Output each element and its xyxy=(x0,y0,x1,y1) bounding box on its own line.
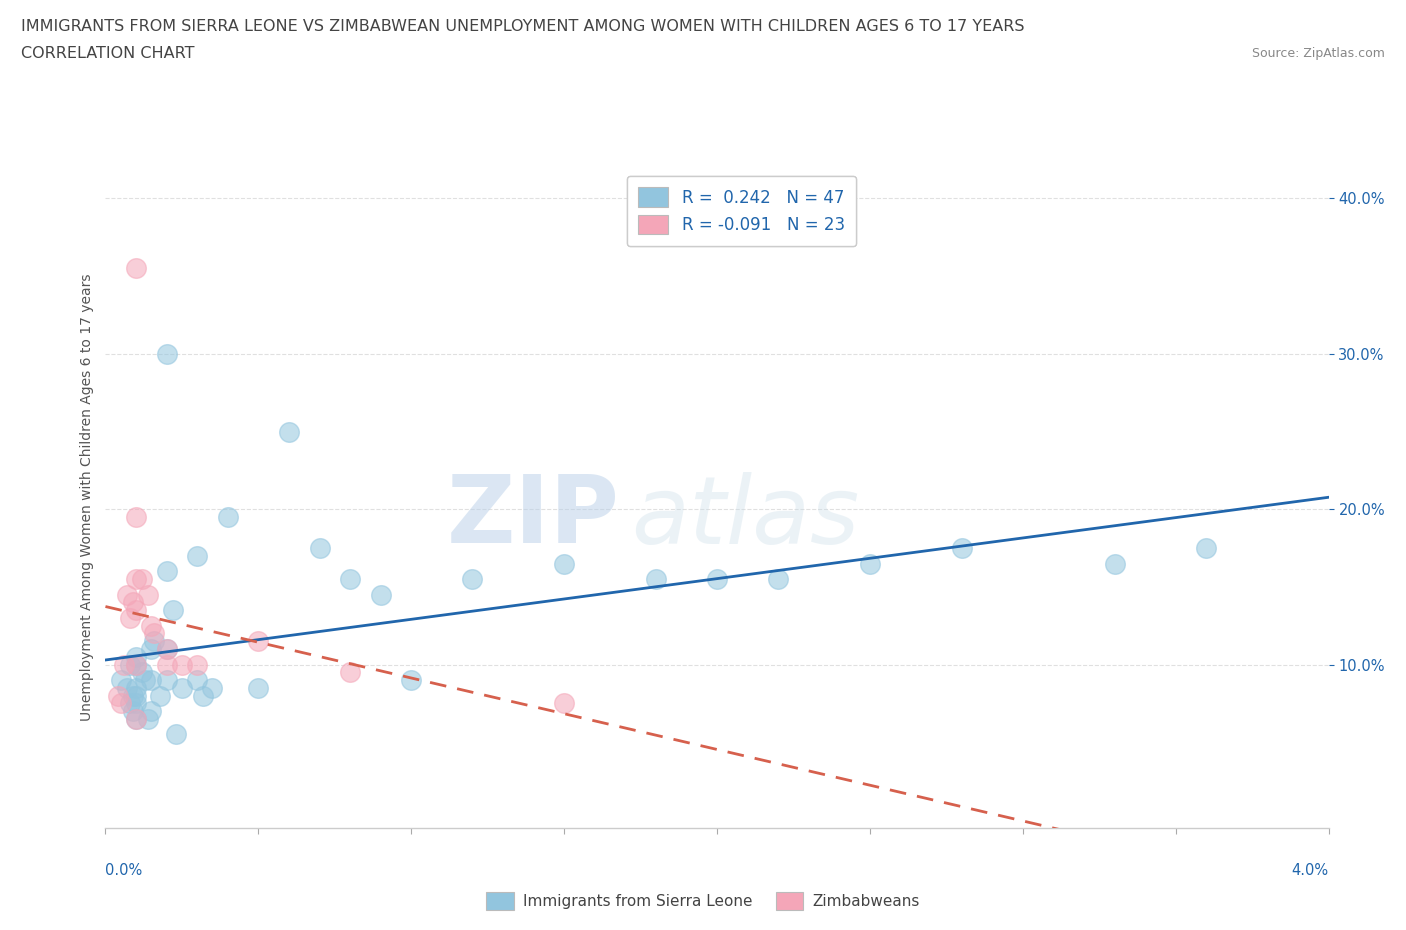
Point xyxy=(118,658,141,672)
Point xyxy=(118,610,141,625)
Point xyxy=(308,540,330,555)
Point xyxy=(125,572,148,587)
Point xyxy=(186,549,208,564)
Point xyxy=(136,711,159,726)
Point xyxy=(217,510,239,525)
Point xyxy=(155,642,177,657)
Point xyxy=(125,681,148,696)
Point xyxy=(370,587,392,602)
Point xyxy=(1195,540,1218,555)
Point xyxy=(143,634,166,649)
Point xyxy=(141,704,163,719)
Point xyxy=(155,672,177,687)
Text: Source: ZipAtlas.com: Source: ZipAtlas.com xyxy=(1251,46,1385,60)
Point xyxy=(155,642,177,657)
Point xyxy=(247,681,270,696)
Point xyxy=(1104,556,1126,571)
Text: IMMIGRANTS FROM SIERRA LEONE VS ZIMBABWEAN UNEMPLOYMENT AMONG WOMEN WITH CHILDRE: IMMIGRANTS FROM SIERRA LEONE VS ZIMBABWE… xyxy=(21,19,1025,33)
Point xyxy=(125,658,148,672)
Point xyxy=(186,658,208,672)
Point xyxy=(278,424,301,439)
Point xyxy=(162,603,184,618)
Point xyxy=(170,658,193,672)
Point xyxy=(110,696,132,711)
Point xyxy=(141,618,163,633)
Point xyxy=(644,572,666,587)
Point xyxy=(131,665,153,680)
Point xyxy=(115,587,138,602)
Y-axis label: Unemployment Among Women with Children Ages 6 to 17 years: Unemployment Among Women with Children A… xyxy=(80,273,94,722)
Point xyxy=(399,672,422,687)
Point xyxy=(125,261,148,276)
Point xyxy=(107,688,129,703)
Point xyxy=(859,556,882,571)
Point xyxy=(339,572,361,587)
Point xyxy=(118,696,141,711)
Text: 0.0%: 0.0% xyxy=(105,863,142,878)
Point xyxy=(115,681,138,696)
Legend: R =  0.242   N = 47, R = -0.091   N = 23: R = 0.242 N = 47, R = -0.091 N = 23 xyxy=(627,176,856,246)
Text: atlas: atlas xyxy=(631,472,859,563)
Point xyxy=(125,510,148,525)
Point xyxy=(136,587,159,602)
Point xyxy=(186,672,208,687)
Point xyxy=(143,626,166,641)
Point xyxy=(141,672,163,687)
Point xyxy=(201,681,224,696)
Text: 4.0%: 4.0% xyxy=(1292,863,1329,878)
Point xyxy=(141,642,163,657)
Point xyxy=(339,665,361,680)
Point xyxy=(125,711,148,726)
Point xyxy=(553,696,575,711)
Legend: Immigrants from Sierra Leone, Zimbabweans: Immigrants from Sierra Leone, Zimbabwean… xyxy=(479,884,927,918)
Point xyxy=(768,572,790,587)
Point xyxy=(170,681,193,696)
Point xyxy=(155,346,177,361)
Point xyxy=(247,634,270,649)
Point xyxy=(125,711,148,726)
Point xyxy=(122,704,145,719)
Point xyxy=(461,572,484,587)
Point xyxy=(950,540,973,555)
Point xyxy=(155,658,177,672)
Point xyxy=(122,595,145,610)
Point xyxy=(122,688,145,703)
Point xyxy=(149,688,172,703)
Point xyxy=(553,556,575,571)
Point xyxy=(706,572,728,587)
Point xyxy=(125,649,148,664)
Point xyxy=(110,672,132,687)
Point xyxy=(112,658,135,672)
Point xyxy=(134,672,156,687)
Point xyxy=(193,688,215,703)
Text: ZIP: ZIP xyxy=(446,472,619,564)
Point xyxy=(125,696,148,711)
Point xyxy=(155,564,177,578)
Point xyxy=(125,688,148,703)
Point xyxy=(125,603,148,618)
Point xyxy=(125,658,148,672)
Text: CORRELATION CHART: CORRELATION CHART xyxy=(21,46,194,61)
Point xyxy=(131,572,153,587)
Point xyxy=(165,727,187,742)
